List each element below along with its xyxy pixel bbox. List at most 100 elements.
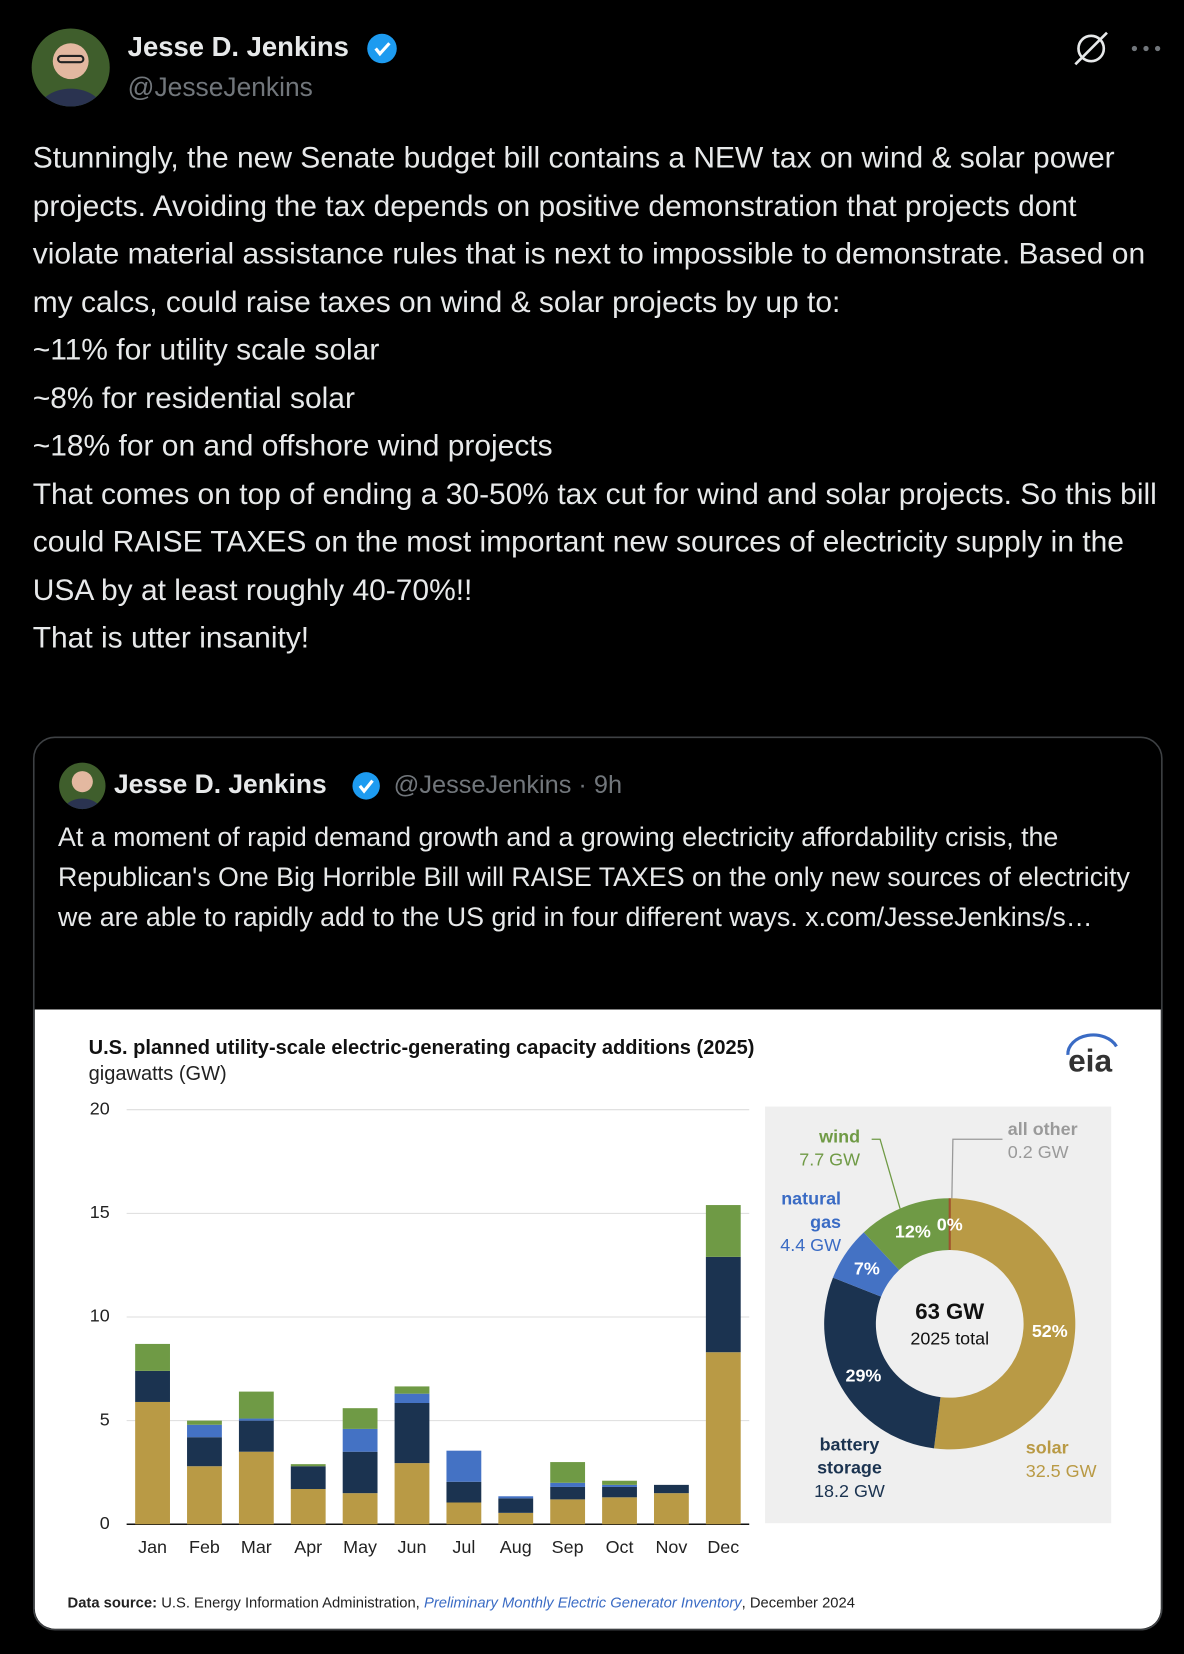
slice-capacity-label: 18.2 GW: [814, 1481, 885, 1502]
slice-capacity-label: 0.2 GW: [1007, 1142, 1069, 1163]
grok-icon[interactable]: [1074, 31, 1108, 66]
y-tick-label: 5: [100, 1409, 110, 1429]
slice-capacity-label: 4.4 GW: [780, 1235, 842, 1256]
bar-segment: [705, 1256, 741, 1353]
author-handle[interactable]: @JesseJenkins: [127, 72, 313, 103]
bar-segment: [238, 1451, 274, 1525]
source-label: Data source:: [68, 1595, 157, 1611]
bar-segment: [135, 1370, 170, 1402]
x-tick-label: Oct: [606, 1537, 634, 1557]
bar-segment: [498, 1498, 534, 1513]
tweet-line: ~8% for residential solar: [32, 381, 355, 416]
bar-segment: [290, 1464, 326, 1467]
chart-source: Data source: U.S. Energy Information Admi…: [68, 1595, 855, 1611]
quote-border[interactable]: [32, 736, 1163, 1631]
tweet-line: ~11% for utility scale solar: [32, 333, 380, 368]
bar-segment: [394, 1403, 430, 1464]
x-tick-label: Dec: [707, 1537, 739, 1557]
bar-segment: [602, 1497, 637, 1525]
leader-line: [871, 1138, 901, 1210]
donut-center-subtitle: 2025 total: [910, 1328, 989, 1348]
x-tick-label: Jun: [398, 1537, 427, 1557]
bar-segment: [394, 1386, 430, 1394]
source-date: , December 2024: [742, 1595, 855, 1611]
x-tick-label: Apr: [294, 1537, 322, 1557]
y-tick-label: 20: [90, 1098, 110, 1118]
bar-segment: [135, 1343, 170, 1371]
donut-center-title: 63 GW: [915, 1299, 984, 1324]
bar-segment: [394, 1463, 430, 1525]
logo: eia: [1068, 1043, 1112, 1079]
leader-line: [951, 1138, 1003, 1200]
bar-segment: [653, 1493, 689, 1525]
handle: @JesseJenkins: [393, 771, 572, 800]
x-tick-label: Aug: [500, 1537, 532, 1557]
bar-segment: [342, 1428, 378, 1452]
bar-segment: [238, 1418, 274, 1421]
x-tick-label: Jul: [452, 1537, 475, 1557]
slice-capacity-label: 32.5 GW: [1025, 1460, 1097, 1482]
x-tick-label: Jan: [138, 1537, 167, 1557]
bar-segment: [342, 1493, 378, 1525]
quote-text: At a moment of rapid demand growth and a…: [58, 822, 1130, 933]
verified-badge: [367, 33, 397, 64]
bar-segment: [602, 1486, 637, 1498]
bar-segment: [446, 1481, 482, 1503]
x-tick-label: Sep: [552, 1537, 584, 1557]
bar-segment: [135, 1401, 170, 1525]
avatar[interactable]: [31, 28, 110, 139]
bar-segment: [446, 1450, 482, 1482]
bar-segment: [394, 1393, 430, 1404]
quote-author-handle: @JesseJenkins · 9h: [393, 771, 623, 800]
author-name[interactable]: Jesse D. Jenkins: [127, 30, 349, 63]
time: 9h: [593, 771, 623, 800]
bar-segment: [238, 1391, 274, 1419]
slice-value-label: 0%: [937, 1214, 963, 1234]
slice-value-label: 52%: [1032, 1321, 1068, 1341]
bar-segment: [342, 1451, 378, 1494]
bar-segment: [187, 1424, 222, 1438]
tweet-text: Stunningly, the new Senate budget bill c…: [33, 135, 1171, 663]
bar-segment: [550, 1499, 586, 1525]
chart-subtitle: gigawatts (GW): [89, 1063, 227, 1085]
bar-segment: [498, 1512, 534, 1525]
slice-category-label: natural gas: [781, 1188, 842, 1233]
slice-category-label: battery storage: [817, 1434, 882, 1478]
bar-segment: [705, 1352, 741, 1525]
bar-segment: [550, 1486, 586, 1500]
slice-value-label: 7%: [854, 1258, 880, 1278]
donut-slice: [824, 1277, 941, 1449]
bar-segment: [187, 1437, 222, 1467]
verified-badge: [352, 772, 380, 800]
donut-slice: [863, 1198, 950, 1271]
bar-segment: [602, 1484, 637, 1487]
more-icon[interactable]: [1131, 45, 1161, 52]
y-tick-label: 15: [90, 1202, 110, 1222]
donut-slice: [832, 1232, 900, 1297]
bar-segment: [705, 1205, 741, 1257]
source-link: Preliminary Monthly Electric Generator I…: [424, 1595, 743, 1611]
bar-segment: [446, 1502, 482, 1525]
x-tick-label: Nov: [655, 1537, 687, 1557]
bar-segment: [238, 1420, 274, 1452]
tweet-line: Stunningly, the new Senate budget bill c…: [32, 141, 1146, 320]
bar-segment: [550, 1462, 586, 1483]
x-tick-label: May: [343, 1537, 377, 1557]
bar-segment: [187, 1466, 222, 1525]
bar-segment: [550, 1482, 586, 1487]
quote-author-name: Jesse D. Jenkins: [113, 770, 327, 800]
bar-segment: [653, 1484, 689, 1494]
donut-slice: [933, 1198, 1076, 1450]
bar-segment: [602, 1480, 637, 1485]
bar-segment: [498, 1496, 534, 1499]
tweet-line: That is utter insanity!: [32, 621, 310, 656]
bar-segment: [290, 1466, 326, 1490]
x-tick-label: Feb: [189, 1537, 220, 1557]
x-tick-label: Mar: [241, 1537, 272, 1557]
y-tick-label: 10: [90, 1306, 110, 1326]
bar-segment: [342, 1408, 378, 1429]
slice-value-label: 29%: [846, 1366, 882, 1386]
tweet-line: ~18% for on and offshore wind projects: [32, 429, 553, 464]
